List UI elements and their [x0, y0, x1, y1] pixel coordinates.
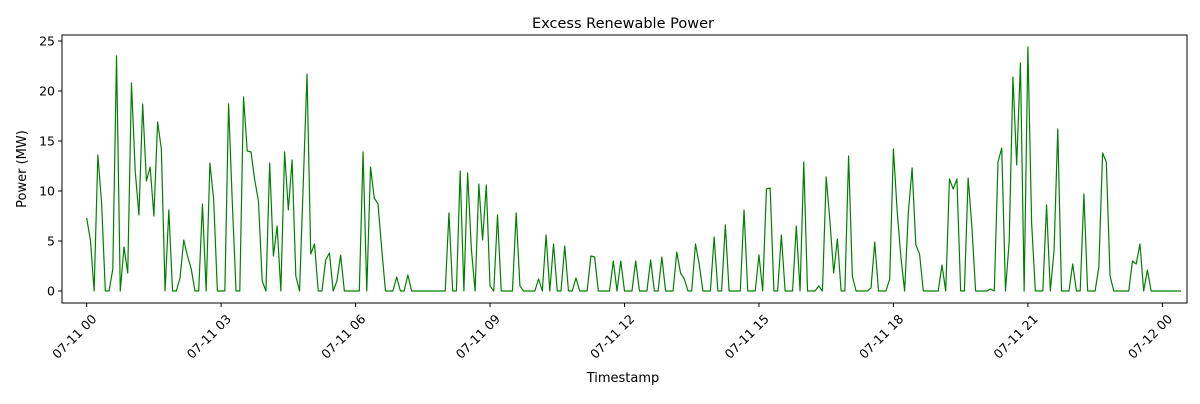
y-tick-label: 15	[39, 134, 55, 149]
y-tick-label: 10	[39, 184, 55, 199]
series-layer	[86, 46, 1182, 292]
y-axis: 0 5 10 15 20 25	[39, 34, 62, 299]
series-line-0	[86, 46, 1182, 292]
x-axis-label: Timestamp	[586, 371, 660, 386]
y-tick-label: 25	[39, 34, 55, 49]
y-tick-label: 5	[47, 234, 55, 249]
chart-title: Excess Renewable Power	[532, 16, 714, 32]
y-tick-label: 0	[47, 284, 55, 299]
y-axis-label: Power (MW)	[15, 130, 30, 208]
y-tick-label: 20	[39, 84, 55, 99]
